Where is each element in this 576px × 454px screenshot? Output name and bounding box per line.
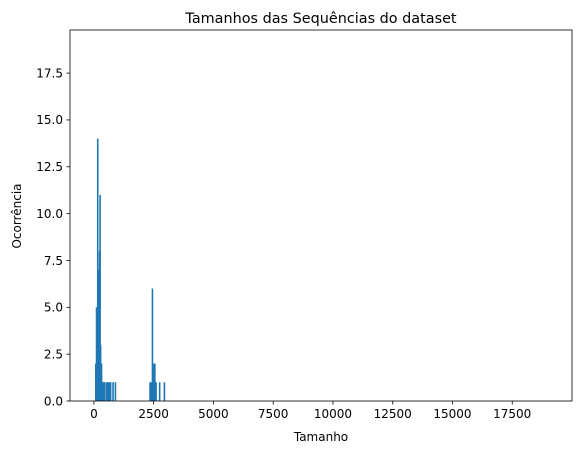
y-axis-label: Ocorrência	[10, 183, 24, 248]
bar	[99, 344, 102, 401]
bar	[97, 326, 100, 401]
bar	[112, 382, 114, 401]
bar	[99, 194, 101, 401]
bar	[103, 382, 105, 401]
bar	[150, 382, 153, 401]
bar	[114, 382, 117, 401]
x-tick-label: 17500	[493, 407, 531, 421]
y-tick-label: 2.5	[44, 347, 63, 361]
y-ticks: 0.0 2.5 5.0 7.5 10.0 12.5 15.0 17.5	[36, 66, 70, 408]
x-axis-label: Tamanho	[293, 430, 348, 444]
x-tick-label: 5000	[198, 407, 229, 421]
x-tick-label: 12500	[374, 407, 412, 421]
bar	[149, 382, 151, 401]
y-tick-label: 7.5	[44, 254, 63, 268]
x-tick-label: 10000	[314, 407, 352, 421]
y-tick-label: 12.5	[36, 160, 63, 174]
y-tick-label: 17.5	[36, 66, 63, 80]
bar	[107, 382, 110, 401]
bar	[158, 382, 161, 401]
bar	[152, 363, 155, 401]
x-tick-label: 15000	[433, 407, 471, 421]
y-tick-label: 0.0	[44, 394, 63, 408]
bars-group	[95, 138, 166, 401]
x-ticks: 0 2500 5000 7500 10000 12500 15000 17500	[90, 401, 531, 421]
x-tick-label: 2500	[138, 407, 169, 421]
chart-title: Tamanhos das Sequências do dataset	[184, 11, 457, 27]
bar	[163, 382, 166, 401]
bar	[108, 382, 111, 401]
bar	[104, 382, 106, 401]
plot-frame	[69, 29, 573, 402]
y-tick-label: 5.0	[44, 301, 63, 315]
bar	[106, 382, 108, 401]
bar	[109, 382, 112, 401]
x-tick-label: 0	[90, 407, 98, 421]
bar	[154, 363, 156, 401]
bar	[151, 288, 154, 401]
y-tick-label: 10.0	[36, 207, 63, 221]
bar	[96, 138, 99, 401]
x-tick-label: 7500	[258, 407, 289, 421]
bar	[102, 382, 104, 401]
bar	[155, 382, 157, 401]
y-tick-label: 15.0	[36, 113, 63, 127]
